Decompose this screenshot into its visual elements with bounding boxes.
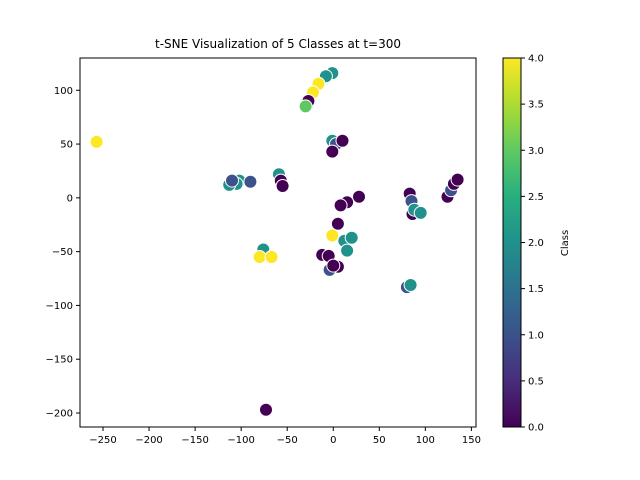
x-tick-label: 100 [416,435,435,446]
x-tick-label: −100 [227,435,254,446]
x-tick-label: −250 [89,435,116,446]
scatter-point [325,228,340,243]
scatter-point [344,230,359,245]
colorbar [503,58,521,427]
chart-title: t-SNE Visualization of 5 Classes at t=30… [155,37,401,51]
colorbar-tick-label: 2.5 [528,192,544,203]
colorbar-label: Class [560,230,571,256]
scatter-point [325,144,340,159]
scatter-point [333,198,348,213]
scatter-point [326,258,341,273]
colorbar-tick-label: 1.0 [528,330,544,341]
y-axis: −200 −150 −100 −50 0 50 100 [46,86,80,420]
y-tick-label: −50 [52,247,73,258]
scatter-point [450,172,465,187]
colorbar-tick-label: 0.0 [528,423,544,434]
colorbar-tick-label: 3.0 [528,146,544,157]
scatter-point [403,278,418,292]
y-tick-label: −100 [46,301,73,312]
scatter-point [352,189,366,204]
colorbar-tick-label: 0.5 [528,376,544,387]
x-tick-label: −50 [277,435,298,446]
scatter-point [252,250,267,264]
y-tick-label: −200 [46,409,73,420]
x-tick-label: −200 [135,435,162,446]
x-tick-label: 0 [330,435,336,446]
scatter-point [243,174,258,189]
x-tick-label: 150 [462,435,481,446]
scatter-point [335,133,350,148]
x-axis: −250 −200 −150 −100 −50 0 50 100 150 [89,427,481,446]
scatter-points [89,66,465,417]
x-tick-label: 50 [373,435,386,446]
scatter-point [340,243,355,258]
scatter-point [330,216,345,231]
y-tick-label: 0 [67,193,73,204]
scatter-point [413,205,428,220]
scatter-point [89,134,104,149]
scatter-point [259,402,273,417]
scatter-point [264,250,279,264]
colorbar-tick-label: 3.5 [528,100,544,111]
scatter-point [298,99,313,114]
scatter-point [275,179,290,193]
colorbar-tick-label: 4.0 [528,54,544,65]
plot-frame [79,57,477,428]
x-tick-label: −150 [181,435,208,446]
y-tick-label: −150 [46,355,73,366]
colorbar-ticks: 0.0 0.5 1.0 1.5 2.0 2.5 3.0 3.5 4.0 [521,54,544,434]
colorbar-tick-label: 1.5 [528,284,544,295]
y-tick-label: 50 [60,140,73,151]
colorbar-tick-label: 2.0 [528,238,544,249]
scatter-point [225,173,239,188]
y-tick-label: 100 [54,86,73,97]
